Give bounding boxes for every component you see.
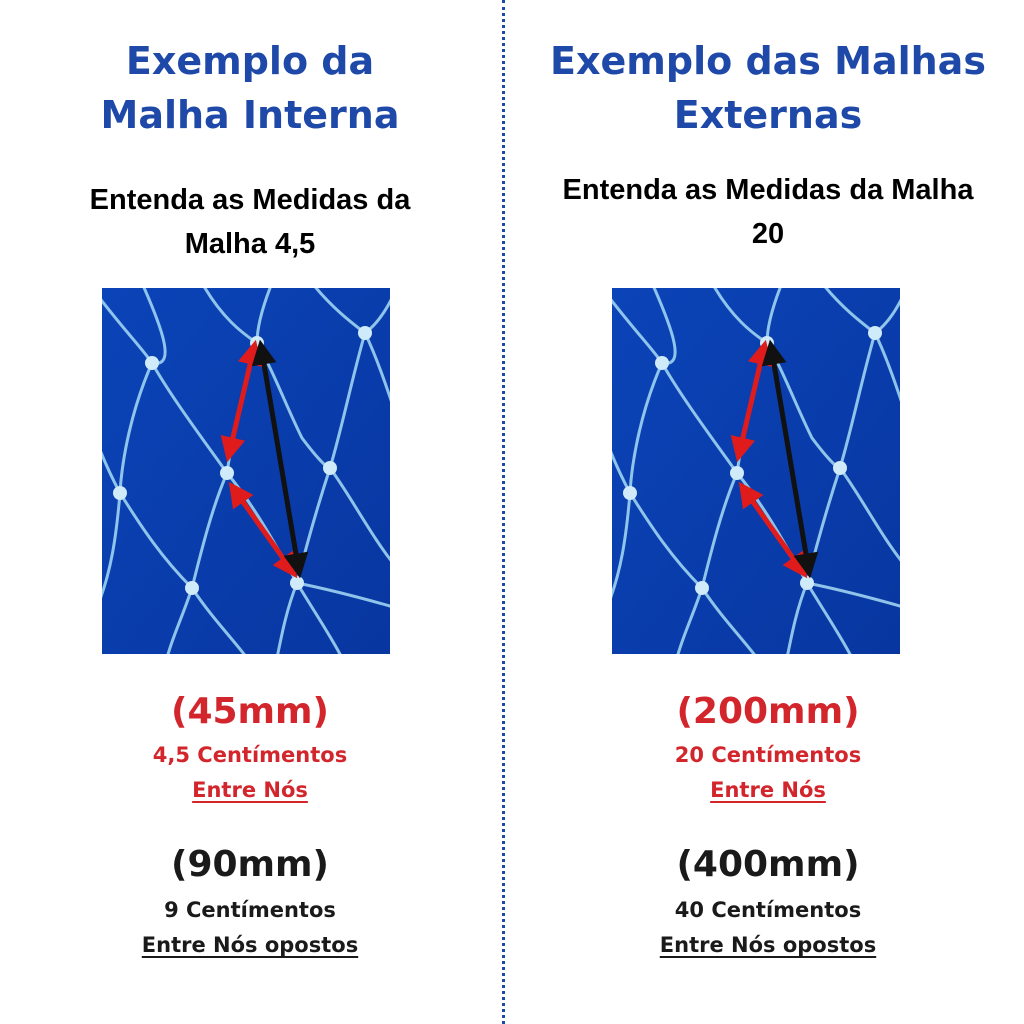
right-mesh-cm: 20 Centímentos — [674, 743, 862, 767]
left-mesh-mm: (45mm) — [170, 691, 330, 732]
net-photo-icon — [612, 288, 900, 654]
right-column: Exemplo das Malhas Externas Entenda as M… — [512, 0, 1024, 1024]
left-column: Exemplo da Malha Interna Entenda as Medi… — [0, 0, 500, 1024]
black-arrow-icon — [251, 339, 309, 579]
left-opposite-cm: 9 Centímentos — [164, 898, 336, 922]
left-opposite-between-wrap: Entre Nós opostos — [0, 930, 500, 960]
right-title: Exemplo das Malhas Externas — [550, 39, 986, 137]
net-photo-icon — [102, 288, 390, 654]
column-divider — [502, 0, 505, 1024]
left-title: Exemplo da Malha Interna — [100, 39, 400, 137]
black-arrow-icon — [761, 339, 819, 579]
left-mesh-between-wrap: Entre Nós — [0, 775, 500, 805]
right-opposite-between: Entre Nós opostos — [659, 933, 877, 957]
right-mesh-mm: (200mm) — [676, 691, 860, 732]
right-net-photo — [612, 288, 900, 654]
left-opposite-between: Entre Nós opostos — [141, 933, 359, 957]
right-mesh-between-wrap: Entre Nós — [512, 775, 1024, 805]
red-arrow-icon — [220, 339, 263, 463]
right-opposite-mm: (400mm) — [676, 844, 860, 885]
right-opposite-cm: 40 Centímentos — [674, 898, 862, 922]
left-subtitle: Entenda as Medidas da Malha 4,5 — [89, 184, 411, 260]
right-subtitle: Entenda as Medidas da Malha 20 — [562, 174, 974, 250]
left-net-photo — [102, 288, 390, 654]
left-mesh-between: Entre Nós — [192, 778, 308, 802]
left-mesh-cm: 4,5 Centímentos — [152, 743, 348, 767]
right-mesh-between: Entre Nós — [710, 778, 826, 802]
right-opposite-between-wrap: Entre Nós opostos — [512, 930, 1024, 960]
left-opposite-mm: (90mm) — [170, 844, 330, 885]
red-arrow-icon — [730, 339, 773, 463]
